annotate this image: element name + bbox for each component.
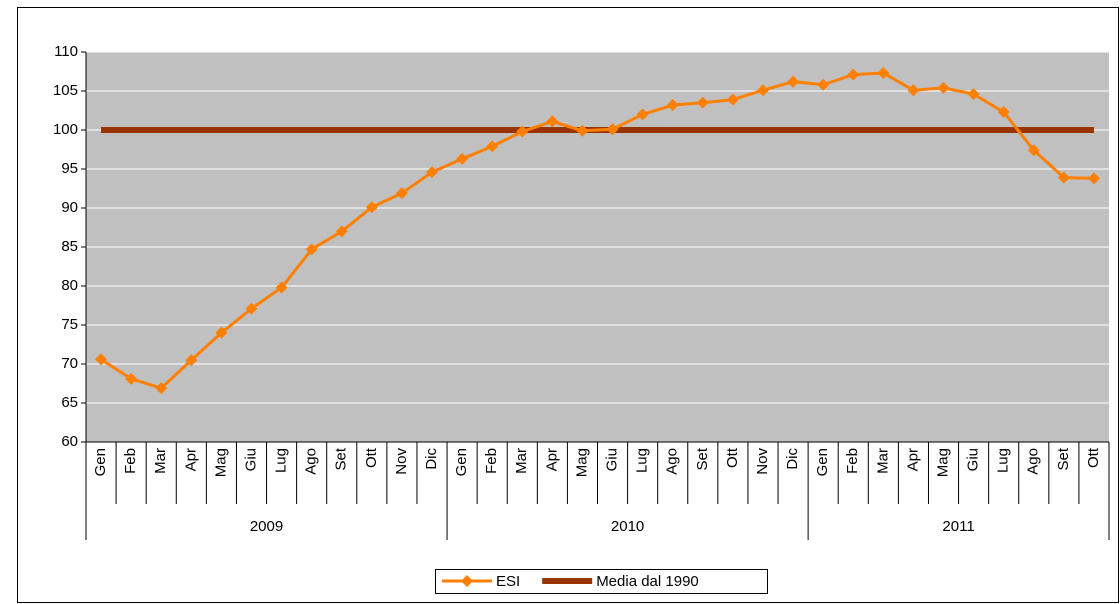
x-tick-label: Apr [182,448,199,471]
marker [516,125,529,138]
group-label: 2010 [611,518,644,535]
x-tick-label: Set [333,447,350,470]
marker [1057,171,1070,184]
series-line [100,71,1094,390]
marker [245,302,258,315]
marker [1087,172,1100,185]
marker [907,84,920,97]
x-tick-label: Dic [784,448,801,470]
marker [756,84,769,97]
marker [967,88,980,101]
marker [696,96,709,109]
marker [215,326,228,339]
x-tick-label: Ago [1025,448,1042,475]
marker [305,243,318,256]
legend-label: Media dal 1990 [596,573,699,590]
y-tick-label: 75 [61,316,78,333]
legend-marker [461,575,473,587]
x-tick-label: Lug [273,448,290,473]
y-tick-label: 95 [61,160,78,177]
x-tick-label: Mag [212,448,229,477]
y-tick-label: 70 [61,355,78,372]
marker [546,115,559,128]
x-tick-label: Set [1055,447,1072,470]
x-tick-label: Feb [122,448,139,474]
marker [335,225,348,238]
x-tick-label: Feb [844,448,861,474]
marker [997,106,1010,119]
y-tick-label: 105 [53,82,78,99]
x-tick-label: Ago [664,448,681,475]
x-tick-label: Gen [92,448,109,476]
marker [817,78,830,91]
x-tick-label: Set [694,447,711,470]
y-tick-label: 100 [53,121,78,138]
x-tick-label: Ott [363,447,380,468]
y-tick-label: 80 [61,277,78,294]
x-tick-label: Apr [543,448,560,471]
y-tick-label: 110 [54,43,78,60]
marker [275,281,288,294]
x-tick-label: Ago [303,448,320,475]
marker [125,372,138,385]
x-tick-label: Lug [995,448,1012,473]
x-tick-label: Dic [423,448,440,470]
marker [666,99,679,112]
marker [726,93,739,106]
marker [456,152,469,165]
x-tick-label: Nov [754,448,771,475]
marker [877,67,890,80]
marker [185,354,198,367]
x-tick-label: Ott [724,447,741,468]
marker [365,201,378,214]
x-tick-label: Giu [604,448,621,471]
marker [486,140,499,153]
marker [426,166,439,179]
marker [937,81,950,94]
x-tick-label: Apr [904,448,921,471]
marker [1027,144,1040,157]
x-tick-label: Lug [634,448,651,473]
marker [606,123,619,136]
group-label: 2011 [942,518,974,535]
marker [847,68,860,81]
marker [576,124,589,137]
x-tick-label: Mar [513,448,530,474]
y-tick-label: 90 [61,199,78,216]
x-tick-label: Nov [393,448,410,475]
x-tick-label: Mag [934,448,951,477]
x-tick-label: Mar [874,448,891,474]
x-tick-label: Ott [1085,447,1102,468]
legend-label: ESI [496,573,520,590]
y-tick-label: 65 [61,394,78,411]
x-tick-label: Giu [242,448,259,471]
group-label: 2009 [250,518,283,535]
y-tick-label: 85 [61,238,78,255]
marker [95,353,108,366]
marker [155,382,168,395]
marker [636,108,649,121]
x-tick-label: Giu [965,448,982,471]
marker [395,187,408,200]
x-tick-label: Feb [483,448,500,474]
y-tick-label: 60 [61,433,78,450]
x-tick-label: Gen [814,448,831,476]
x-tick-label: Mag [573,448,590,477]
marker [787,75,800,88]
x-tick-label: Gen [453,448,470,476]
x-tick-label: Mar [152,448,169,474]
